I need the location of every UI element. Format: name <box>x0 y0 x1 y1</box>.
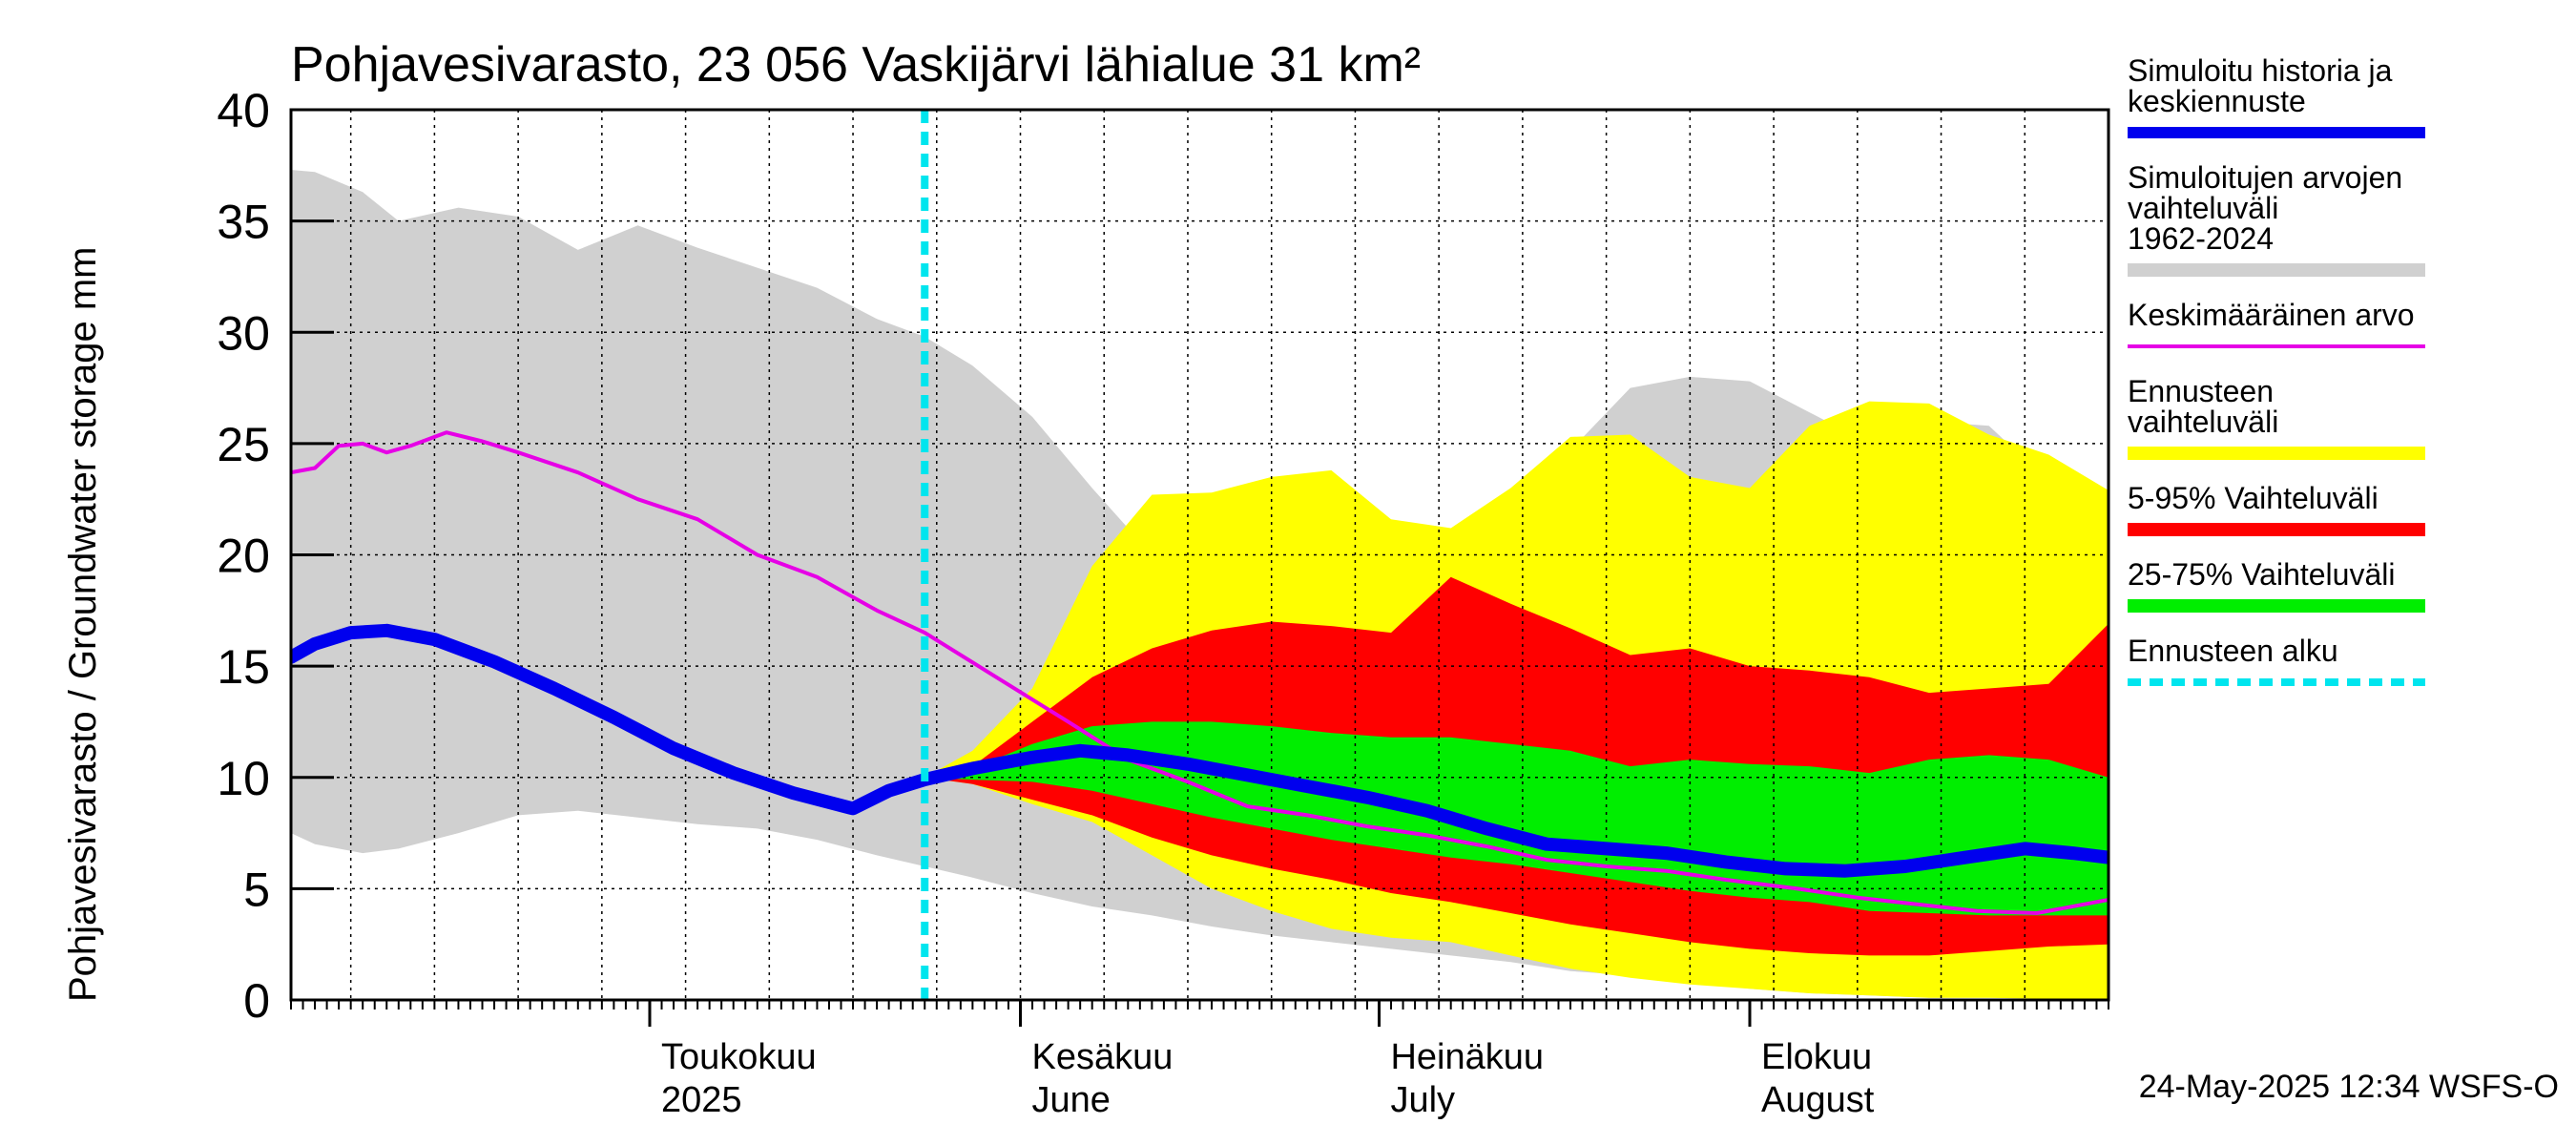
y-tick-label: 25 <box>217 418 270 471</box>
legend-label: 5-95% Vaihteluväli <box>2128 481 2379 515</box>
chart-title: Pohjavesivarasto, 23 056 Vaskijärvi lähi… <box>291 37 1421 93</box>
x-month-label: Toukokuu <box>661 1037 817 1077</box>
y-tick-label: 40 <box>217 84 270 137</box>
y-tick-label: 5 <box>243 863 270 916</box>
legend-label: Keskimääräinen arvo <box>2128 298 2415 332</box>
legend-label: 1962-2024 <box>2128 221 2274 256</box>
x-month-label-en: August <box>1761 1080 1875 1120</box>
x-month-label-en: June <box>1032 1080 1111 1120</box>
x-month-label: Elokuu <box>1761 1037 1872 1077</box>
legend-label: keskiennuste <box>2128 84 2306 118</box>
y-axis-label: Pohjavesivarasto / Groundwater storage m… <box>62 247 104 1002</box>
legend-label: vaihteluväli <box>2128 405 2278 439</box>
mean-value-line <box>291 430 2109 915</box>
x-month-label: Kesäkuu <box>1032 1037 1174 1077</box>
legend-label: Ennusteen <box>2128 374 2274 408</box>
legend-label: Ennusteen alku <box>2128 634 2338 668</box>
history-median-line <box>291 623 2109 878</box>
plot-content <box>291 110 2109 1000</box>
x-month-label-en: July <box>1390 1080 1455 1120</box>
x-month-label: Heinäkuu <box>1390 1037 1544 1077</box>
y-tick-label: 0 <box>243 974 270 1028</box>
y-tick-label: 10 <box>217 752 270 805</box>
plot-area <box>289 108 2110 1010</box>
y-tick-label: 15 <box>217 640 270 694</box>
y-tick-label: 20 <box>217 530 270 583</box>
y-tick-label: 30 <box>217 306 270 360</box>
y-axis-ticks: 0 5 10 15 20 25 30 35 40 <box>217 84 334 1028</box>
legend-label: Simuloitujen arvojen <box>2128 160 2402 195</box>
timestamp-label: 24-May-2025 12:34 WSFS-O <box>2139 1069 2559 1105</box>
legend-label: vaihteluväli <box>2128 191 2278 225</box>
x-month-label-en: 2025 <box>661 1080 742 1120</box>
legend-label: Simuloitu historia ja <box>2128 53 2393 88</box>
legend-label: 25-75% Vaihteluväli <box>2128 557 2395 592</box>
y-tick-label: 35 <box>217 196 270 249</box>
